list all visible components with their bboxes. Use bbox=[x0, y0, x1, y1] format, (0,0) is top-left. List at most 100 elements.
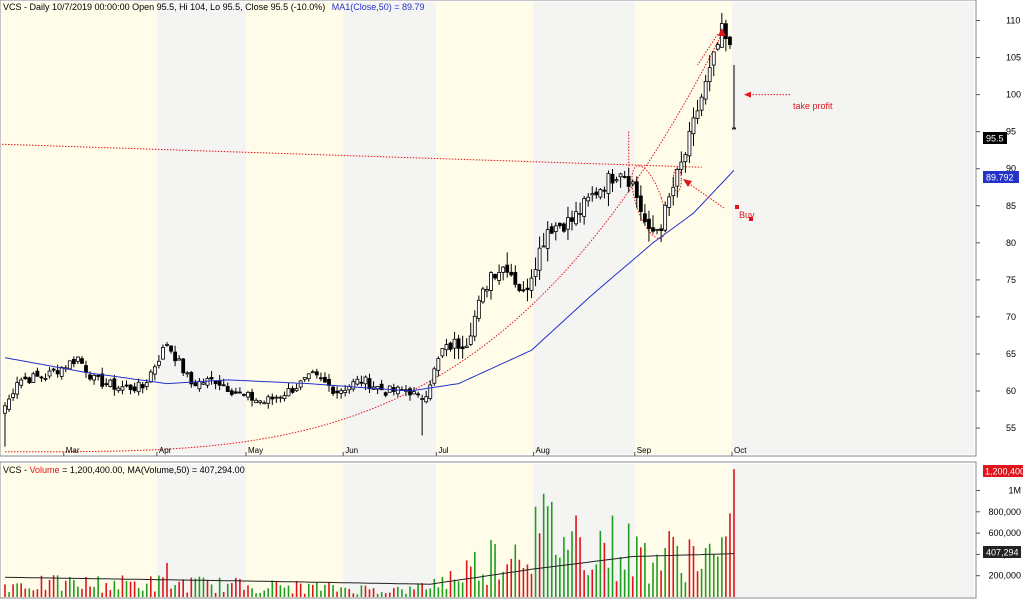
candle-body bbox=[306, 373, 311, 380]
candle-body bbox=[537, 247, 542, 271]
volume-month-band bbox=[343, 464, 437, 597]
candle-body bbox=[586, 196, 591, 202]
price-tick-label: 80 bbox=[1006, 238, 1016, 248]
candle-body bbox=[533, 269, 538, 277]
candle-body bbox=[310, 371, 315, 374]
candle-body bbox=[55, 370, 60, 375]
candle-body bbox=[630, 181, 635, 185]
candle-body bbox=[302, 377, 307, 380]
volume-ma-tag-bg bbox=[983, 546, 1021, 558]
candle-body bbox=[562, 223, 566, 232]
candle-body bbox=[436, 358, 441, 371]
candle-body bbox=[43, 378, 48, 380]
candle-body bbox=[278, 396, 283, 399]
candle-body bbox=[181, 358, 186, 374]
candle-body bbox=[424, 396, 429, 403]
candle-body bbox=[724, 23, 728, 40]
month-band bbox=[732, 2, 974, 454]
candle-body bbox=[379, 383, 384, 391]
candle-body bbox=[659, 228, 663, 231]
candle-body bbox=[148, 371, 153, 383]
price-header-ohlc: VCS - Daily 10/7/2019 00:00:00 Open 95.5… bbox=[3, 2, 325, 12]
candle-body bbox=[274, 396, 279, 399]
take-profit-label: take profit bbox=[793, 101, 833, 111]
volume-month-band bbox=[2, 464, 64, 597]
volume-month-band bbox=[732, 464, 974, 597]
candle-body bbox=[683, 154, 688, 163]
candle-body bbox=[71, 358, 76, 365]
volume-tick-label: 600,000 bbox=[988, 528, 1021, 538]
candle-body bbox=[541, 245, 546, 248]
candle-body bbox=[250, 391, 254, 401]
take-profit-arrowhead bbox=[744, 91, 751, 98]
month-band bbox=[343, 2, 437, 454]
price-tick-label: 90 bbox=[1006, 164, 1016, 174]
candle-body bbox=[598, 189, 603, 198]
candle-body bbox=[156, 360, 161, 366]
month-band bbox=[634, 2, 732, 454]
candle-body bbox=[351, 381, 356, 390]
candle-body bbox=[67, 360, 72, 370]
candle-body bbox=[189, 372, 194, 385]
month-band bbox=[156, 2, 246, 454]
candle-body bbox=[136, 381, 141, 393]
candle-body bbox=[120, 386, 125, 391]
candle-body bbox=[651, 227, 655, 232]
candle-body bbox=[675, 168, 680, 187]
price-tick-label: 60 bbox=[1006, 386, 1016, 396]
volume-panel-frame bbox=[0, 461, 977, 599]
candle-body bbox=[610, 173, 615, 184]
volume-month-bands bbox=[2, 464, 974, 597]
candle-body bbox=[408, 388, 412, 396]
candle-body bbox=[318, 377, 323, 380]
candle-body bbox=[323, 376, 327, 383]
candle-body bbox=[545, 229, 550, 249]
volume-header: VCS - Volume = 1,200,400.00, MA(Volume,5… bbox=[3, 465, 245, 475]
candle-body bbox=[732, 127, 736, 130]
volume-month-band bbox=[436, 464, 534, 597]
volume-tick-label: 200,000 bbox=[988, 571, 1021, 581]
candle-body bbox=[363, 376, 368, 385]
candle-body bbox=[35, 370, 40, 377]
annotation-marks bbox=[683, 28, 790, 221]
candle-body bbox=[31, 373, 36, 383]
candle-body bbox=[355, 378, 360, 385]
candle-body bbox=[529, 277, 534, 291]
volume-header-rest: = 1,200,400.00, MA(Volume,50) = 407,294.… bbox=[62, 465, 245, 475]
buy-label: Buy bbox=[739, 210, 755, 220]
candle-body bbox=[229, 390, 234, 395]
candle-body bbox=[19, 379, 24, 386]
candle-body bbox=[663, 204, 668, 231]
price-tick-label: 100 bbox=[1006, 90, 1021, 100]
month-band bbox=[533, 2, 635, 454]
buy-marker bbox=[749, 217, 753, 221]
volume-header-prefix: VCS - bbox=[3, 465, 30, 475]
candle-body bbox=[262, 402, 267, 405]
price-y-axis: 55 60 65 70 75 80 85 90 95 100 105 110 bbox=[976, 16, 1021, 433]
candle-body bbox=[217, 380, 222, 386]
candle-body bbox=[602, 189, 607, 192]
last-volume-tag: 1,200,400 bbox=[985, 467, 1024, 477]
buy-arrowhead bbox=[683, 179, 692, 187]
candle-body bbox=[84, 365, 88, 373]
candle-body bbox=[622, 176, 627, 178]
candle-body bbox=[335, 390, 340, 394]
volume-ma-line bbox=[4, 553, 735, 585]
candle-body bbox=[606, 173, 611, 194]
candle-body bbox=[173, 351, 178, 362]
month-label: Aug bbox=[536, 446, 550, 455]
candle-body bbox=[468, 335, 473, 345]
buy-arrow bbox=[687, 182, 725, 209]
month-band bbox=[436, 2, 534, 454]
volume-month-band bbox=[634, 464, 732, 597]
candle-body bbox=[116, 387, 121, 392]
month-label: Oct bbox=[734, 446, 747, 455]
candle-body bbox=[298, 380, 303, 388]
candle-body bbox=[367, 378, 372, 390]
candle-body bbox=[282, 395, 287, 400]
last-volume-tag-bg bbox=[983, 465, 1023, 477]
volume-header-volume: Volume bbox=[30, 465, 60, 475]
candle-body bbox=[104, 383, 109, 386]
candle-body bbox=[193, 382, 198, 387]
